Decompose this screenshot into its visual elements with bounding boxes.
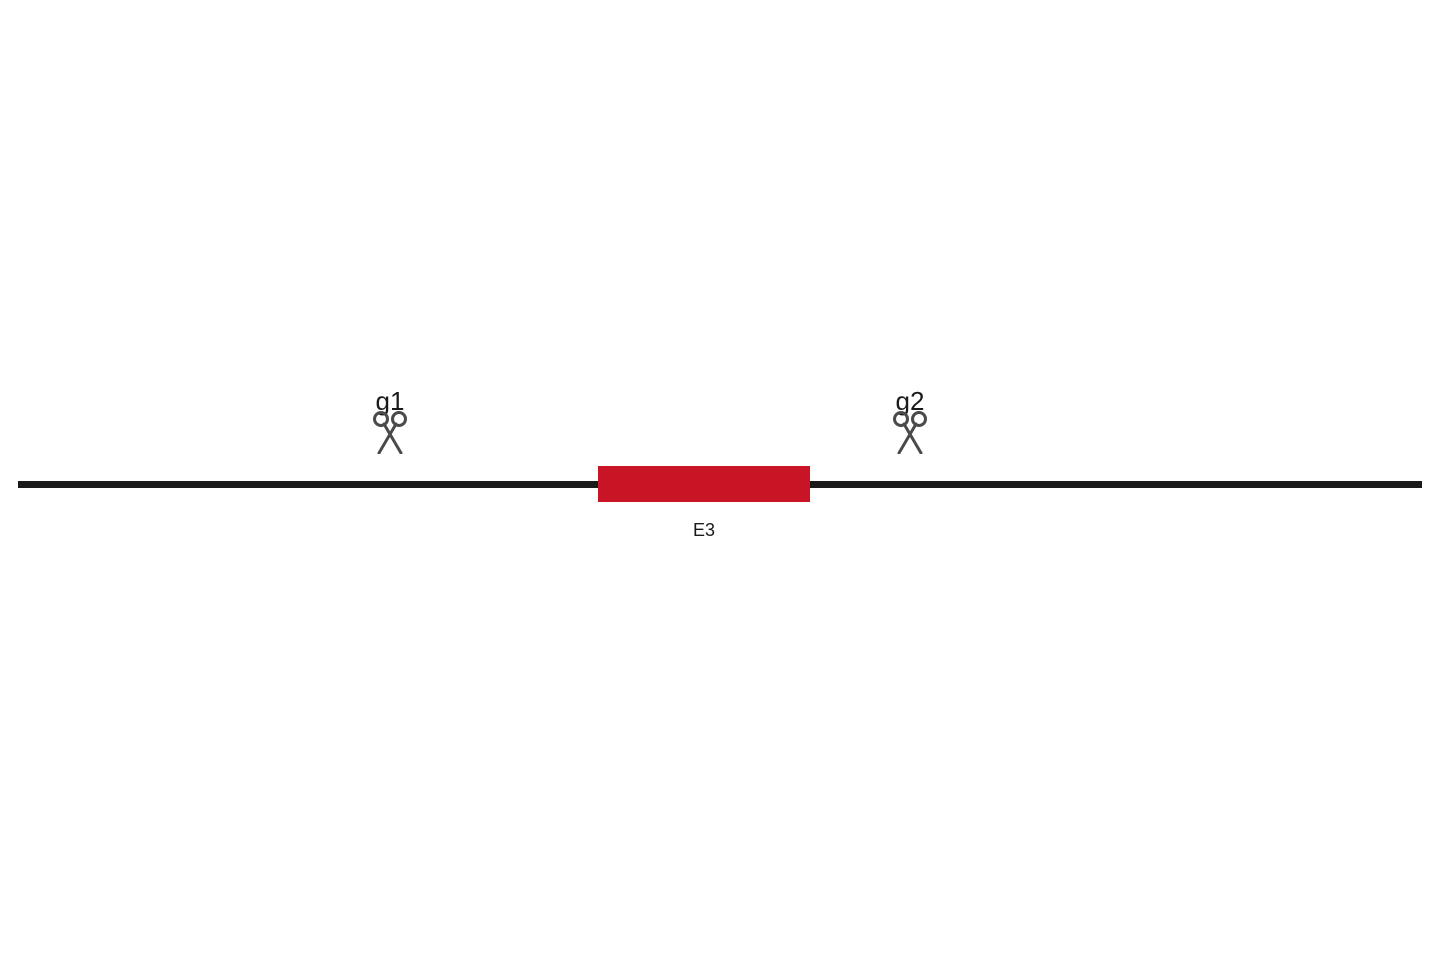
gene-diagram: E3 g1 g2 xyxy=(0,0,1440,960)
scissors-icon xyxy=(890,410,930,454)
exon-label: E3 xyxy=(693,520,715,541)
scissors-icon xyxy=(370,410,410,454)
exon-box xyxy=(598,466,810,502)
